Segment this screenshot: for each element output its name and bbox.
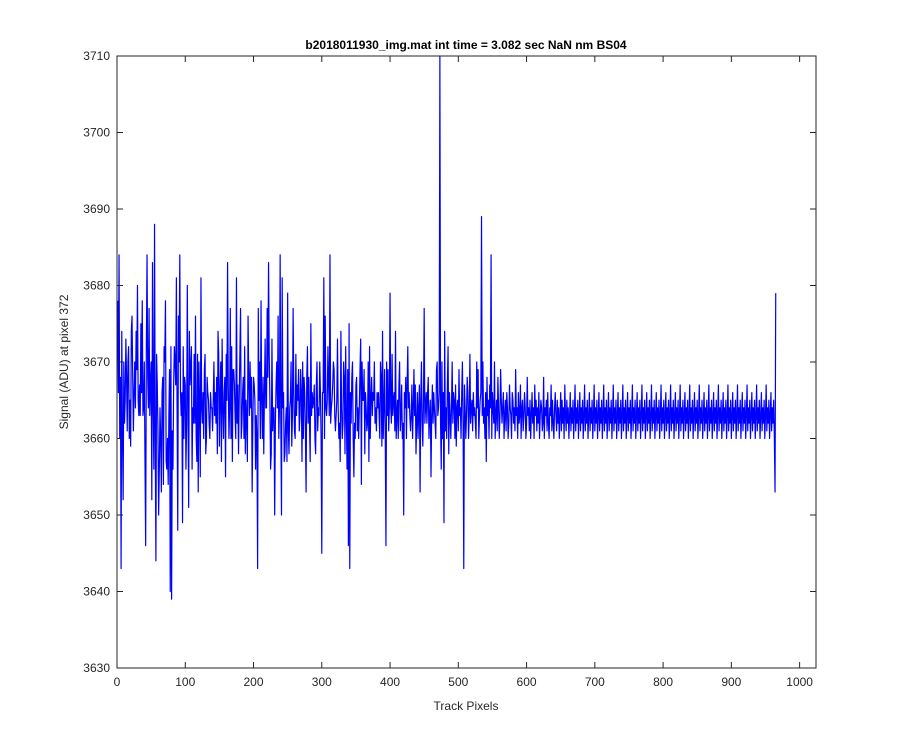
x-tick-label: 200 — [244, 675, 264, 689]
x-axis-ticks: 0 100 200 300 400 500 600 700 800 900 1000 — [114, 56, 813, 689]
x-tick-label: 600 — [517, 675, 537, 689]
x-tick-label: 1000 — [786, 675, 813, 689]
x-tick-label: 800 — [653, 675, 673, 689]
series-line-0 — [117, 55, 777, 600]
x-tick-label: 900 — [721, 675, 741, 689]
y-axis-label: Signal (ADU) at pixel 372 — [57, 294, 71, 429]
y-tick-label: 3680 — [83, 279, 110, 293]
x-tick-label: 100 — [175, 675, 195, 689]
y-tick-label: 3660 — [83, 432, 110, 446]
plot-area — [117, 56, 816, 668]
y-axis-ticks: 3630 3640 3650 3660 3670 3680 3690 3700 3710 — [83, 49, 816, 675]
y-tick-label: 3710 — [83, 49, 110, 63]
y-tick-label: 3640 — [83, 585, 110, 599]
y-tick-label: 3650 — [83, 508, 110, 522]
x-tick-label: 500 — [448, 675, 468, 689]
series-layer — [117, 55, 777, 600]
x-tick-label: 400 — [380, 675, 400, 689]
y-tick-label: 3700 — [83, 126, 110, 140]
y-tick-label: 3670 — [83, 355, 110, 369]
y-tick-label: 3630 — [83, 661, 110, 675]
x-tick-label: 700 — [585, 675, 605, 689]
x-tick-label: 0 — [114, 675, 121, 689]
y-tick-label: 3690 — [83, 202, 110, 216]
x-axis-label: Track Pixels — [434, 699, 499, 713]
x-tick-label: 300 — [312, 675, 332, 689]
chart-title: b2018011930_img.mat int time = 3.082 sec… — [305, 38, 627, 52]
